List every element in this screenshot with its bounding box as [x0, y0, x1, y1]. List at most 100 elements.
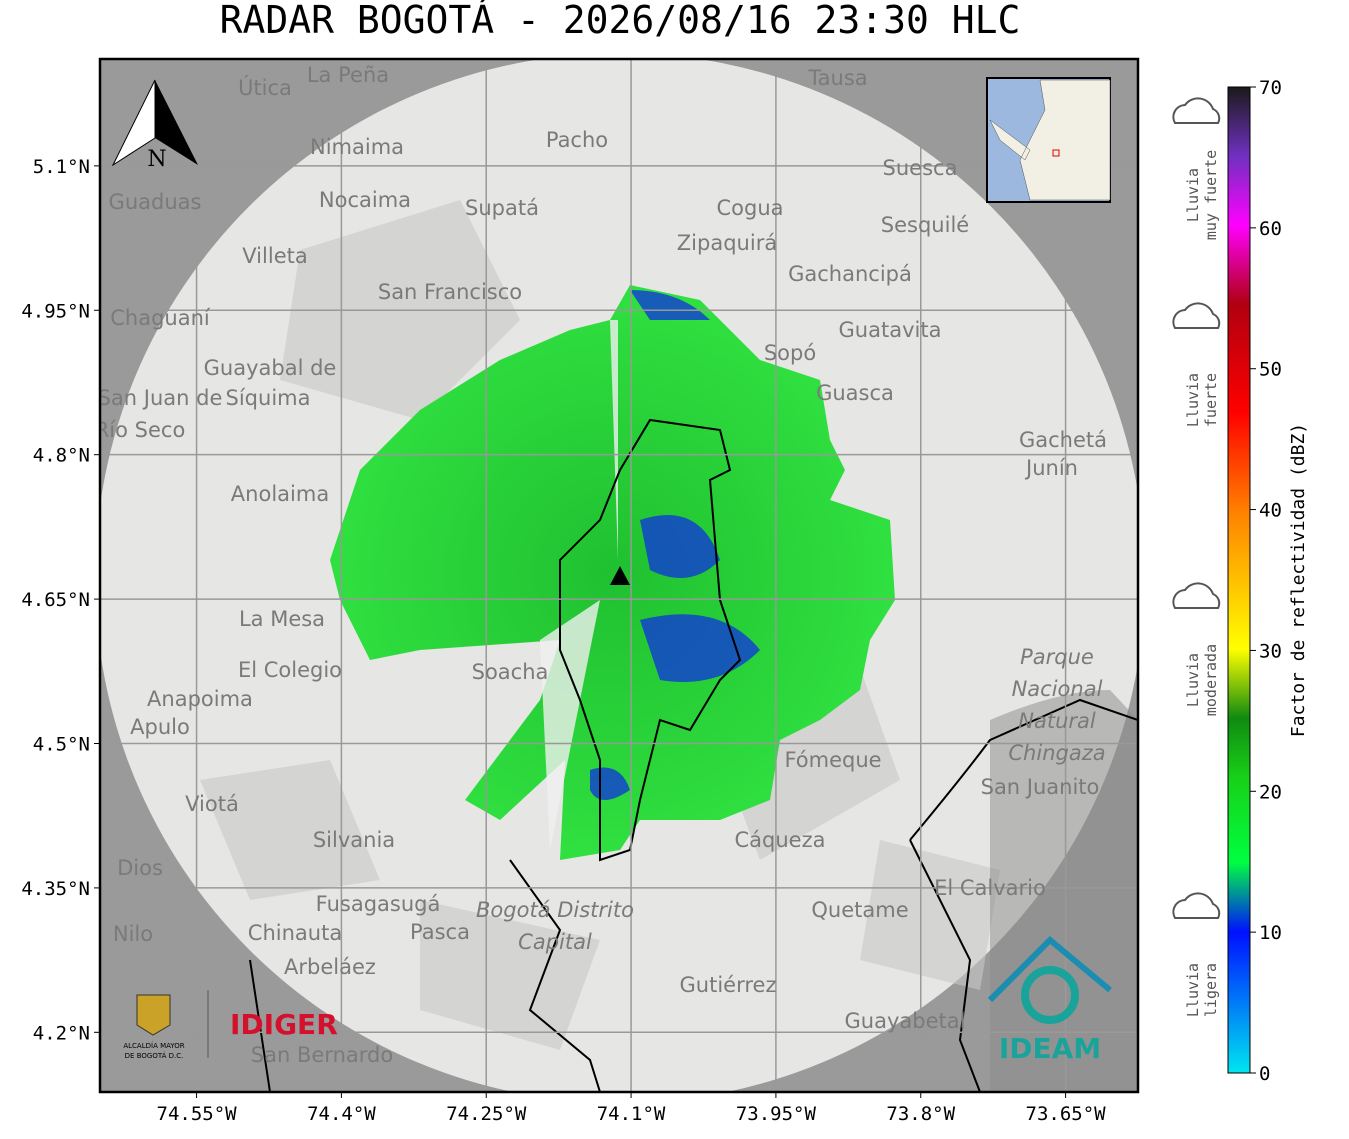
place-label: Junín: [1024, 456, 1078, 480]
place-label: El Calvario: [934, 876, 1046, 900]
colorbar: [1227, 86, 1251, 1074]
alcaldia-text: DE BOGOTÁ D.C.: [125, 1051, 184, 1060]
place-label: La Mesa: [239, 607, 325, 631]
y-tick-label: 4.95°N: [21, 300, 90, 322]
rain-category: Lluvia: [1184, 168, 1202, 222]
rain-icon: [1172, 97, 1221, 124]
rain-category: fuerte: [1202, 373, 1220, 427]
map-frame: [98, 57, 1140, 1094]
ideam-logo: IDEAM: [999, 1032, 1101, 1065]
y-tick-label: 4.35°N: [21, 878, 90, 900]
colorbar-ticks: 0 10 20 30 40 50 60 70: [1250, 77, 1282, 1085]
place-label: Fómeque: [784, 748, 881, 772]
ideam-swirl: [1021, 966, 1079, 1024]
y-tick-label: 5.1°N: [33, 156, 90, 178]
place-label: Bogotá Distrito: [476, 898, 634, 922]
place-label: Quetame: [811, 898, 908, 922]
place-label: Apulo: [130, 715, 190, 739]
y-tick-label: 4.65°N: [21, 589, 90, 611]
place-label: Nimaima: [310, 135, 404, 159]
place-label: Zipaquirá: [677, 231, 777, 255]
place-label: Anapoima: [147, 687, 253, 711]
department-boundary: [249, 698, 1138, 1092]
y-tick-label: 4.5°N: [33, 733, 90, 755]
place-label: Guayabetal: [845, 1009, 966, 1033]
x-tick-label: 73.95°W: [736, 1103, 817, 1125]
y-tick-label: 4.8°N: [33, 445, 90, 467]
echo-gap: [540, 320, 618, 850]
place-label: Sopó: [764, 341, 816, 365]
place-label: Tausa: [807, 66, 867, 90]
place-label: Cáqueza: [735, 828, 826, 852]
colorbar-tick-label: 50: [1259, 359, 1282, 381]
axes: 74.55°W 74.4°W 74.25°W 74.1°W 73.95°W 73.8°W 7…: [21, 156, 1106, 1125]
place-label: Nilo: [113, 922, 153, 946]
inset-marker: [1052, 149, 1060, 157]
place-label: El Colegio: [238, 658, 342, 682]
rain-icon: [1172, 892, 1221, 919]
colorbar-tick-label: 70: [1259, 77, 1282, 99]
place-label: Natural: [1018, 709, 1096, 733]
alcaldia-text: ALCALDÍA MAYOR: [123, 1041, 184, 1050]
rain-category: ligera: [1202, 963, 1220, 1017]
place-label: Sesquilé: [881, 213, 969, 237]
place-label: Síquima: [226, 386, 311, 410]
radar-site: [610, 566, 630, 585]
x-tick-label: 73.8°W: [886, 1103, 955, 1125]
place-label: Pacho: [546, 128, 608, 152]
x-tick-label: 73.65°W: [1026, 1103, 1107, 1125]
colorbar-tick-label: 40: [1259, 500, 1282, 522]
place-label: Río Seco: [95, 418, 186, 442]
place-label: San Francisco: [378, 280, 522, 304]
place-label: Anolaima: [231, 482, 329, 506]
place-label: Guasca: [816, 381, 894, 405]
colorbar-tick-label: 30: [1259, 640, 1282, 662]
rain-category: Lluvia: [1184, 373, 1202, 427]
place-label: Útica: [238, 75, 292, 100]
place-labels: La Peña Útica Tausa Pacho Nimaima Nocaima Supa…: [95, 63, 1107, 1067]
place-label: Capital: [518, 930, 592, 954]
radar-echo: [330, 285, 895, 860]
inset-land: [989, 79, 1111, 201]
place-label: Chaguaní: [110, 306, 211, 330]
place-label: Arbeláez: [284, 955, 376, 979]
place-label: Suesca: [883, 156, 958, 180]
place-label: Fusagasugá: [316, 892, 441, 916]
colorbar-tick-label: 20: [1259, 781, 1282, 803]
place-label: Gachancipá: [788, 262, 912, 286]
place-label: Dios: [117, 856, 163, 880]
place-label: Gutiérrez: [680, 973, 777, 997]
place-label: Nacional: [1012, 677, 1103, 701]
map: La Peña Útica Tausa Pacho Nimaima Nocaima Supa…: [95, 59, 1138, 1092]
place-label: Guaduas: [109, 190, 202, 214]
idiger-logo: IDIGER: [230, 1008, 338, 1041]
place-label: Pasca: [410, 920, 470, 944]
rain-icon: [1172, 302, 1221, 329]
place-label: La Peña: [307, 63, 389, 87]
colorbar-tick-label: 60: [1259, 218, 1282, 240]
place-label: Viotá: [185, 792, 239, 816]
place-label: Villeta: [242, 244, 307, 268]
place-label: Gachetá: [1019, 428, 1107, 452]
place-label: Guayabal de: [204, 356, 337, 380]
x-tick-label: 74.55°W: [157, 1103, 238, 1125]
alcaldia-shield: [136, 994, 171, 1036]
place-label: Chingaza: [1008, 741, 1105, 765]
x-tick-label: 74.1°W: [597, 1103, 666, 1125]
place-label: Silvania: [313, 828, 395, 852]
colorbar-tick-label: 0: [1259, 1063, 1270, 1085]
place-label: San Bernardo: [251, 1043, 393, 1067]
place-label: Nocaima: [319, 188, 411, 212]
rain-category: Lluvia: [1184, 653, 1202, 707]
grid: [100, 59, 1138, 1092]
rain-category: moderada: [1202, 644, 1220, 716]
y-tick-label: 4.2°N: [33, 1022, 90, 1044]
place-label: San Juan de: [98, 386, 223, 410]
rain-category: muy fuerte: [1202, 150, 1220, 240]
place-label: Supatá: [465, 196, 539, 220]
rain-category: Lluvia: [1184, 963, 1202, 1017]
echo-core: [590, 290, 760, 800]
place-label: San Juanito: [981, 775, 1100, 799]
